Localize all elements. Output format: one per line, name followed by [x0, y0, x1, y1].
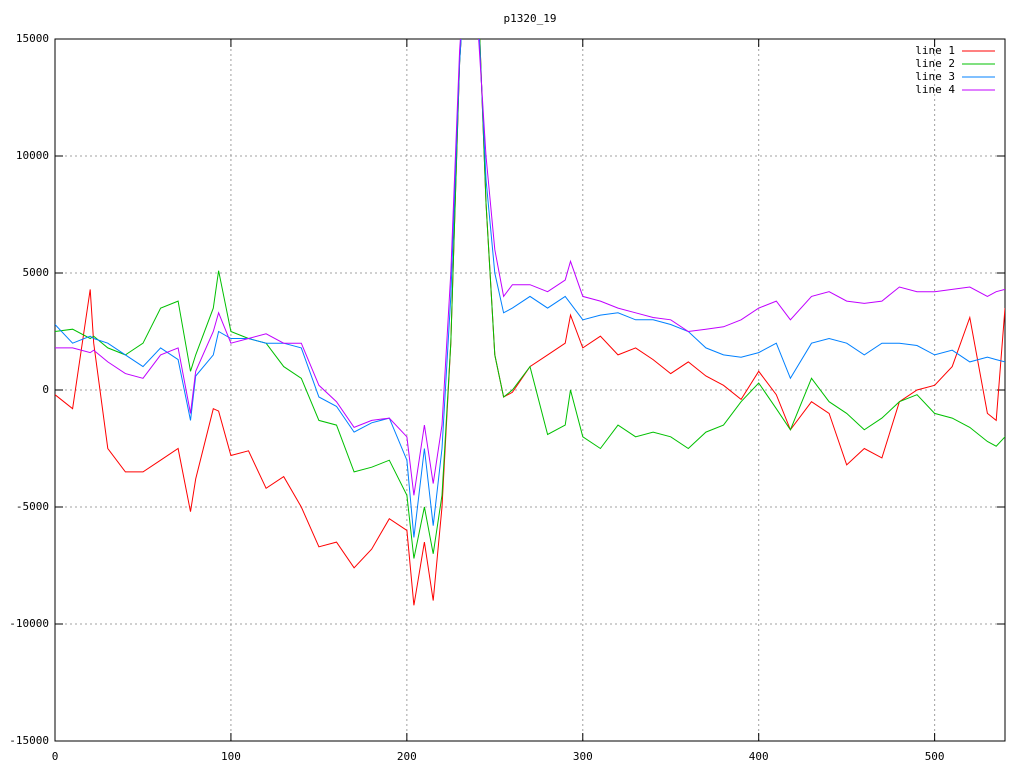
data-line [55, 39, 1005, 538]
x-tick-label: 400 [749, 750, 769, 763]
data-line [55, 39, 1005, 496]
data-line [55, 39, 1005, 559]
legend-label: line 2 [915, 57, 955, 70]
plot-frame [54, 38, 1006, 742]
x-tick-label: 300 [573, 750, 593, 763]
y-tick-label: 15000 [16, 32, 49, 45]
y-tick-label: -5000 [16, 500, 49, 513]
legend-label: line 4 [915, 83, 955, 96]
x-tick-label: 200 [397, 750, 417, 763]
y-tick-label: 0 [42, 383, 49, 396]
y-tick-label: 5000 [23, 266, 50, 279]
y-tick-label: -10000 [9, 617, 49, 630]
x-tick-label: 100 [221, 750, 241, 763]
legend-label: line 1 [915, 44, 955, 57]
y-tick-label: 10000 [16, 149, 49, 162]
chart-title: p1320_19 [504, 12, 557, 25]
legend-label: line 3 [915, 70, 955, 83]
plot-area [55, 39, 1005, 606]
x-tick-label: 0 [52, 750, 59, 763]
x-tick-label: 500 [925, 750, 945, 763]
y-tick-label: -15000 [9, 734, 49, 747]
